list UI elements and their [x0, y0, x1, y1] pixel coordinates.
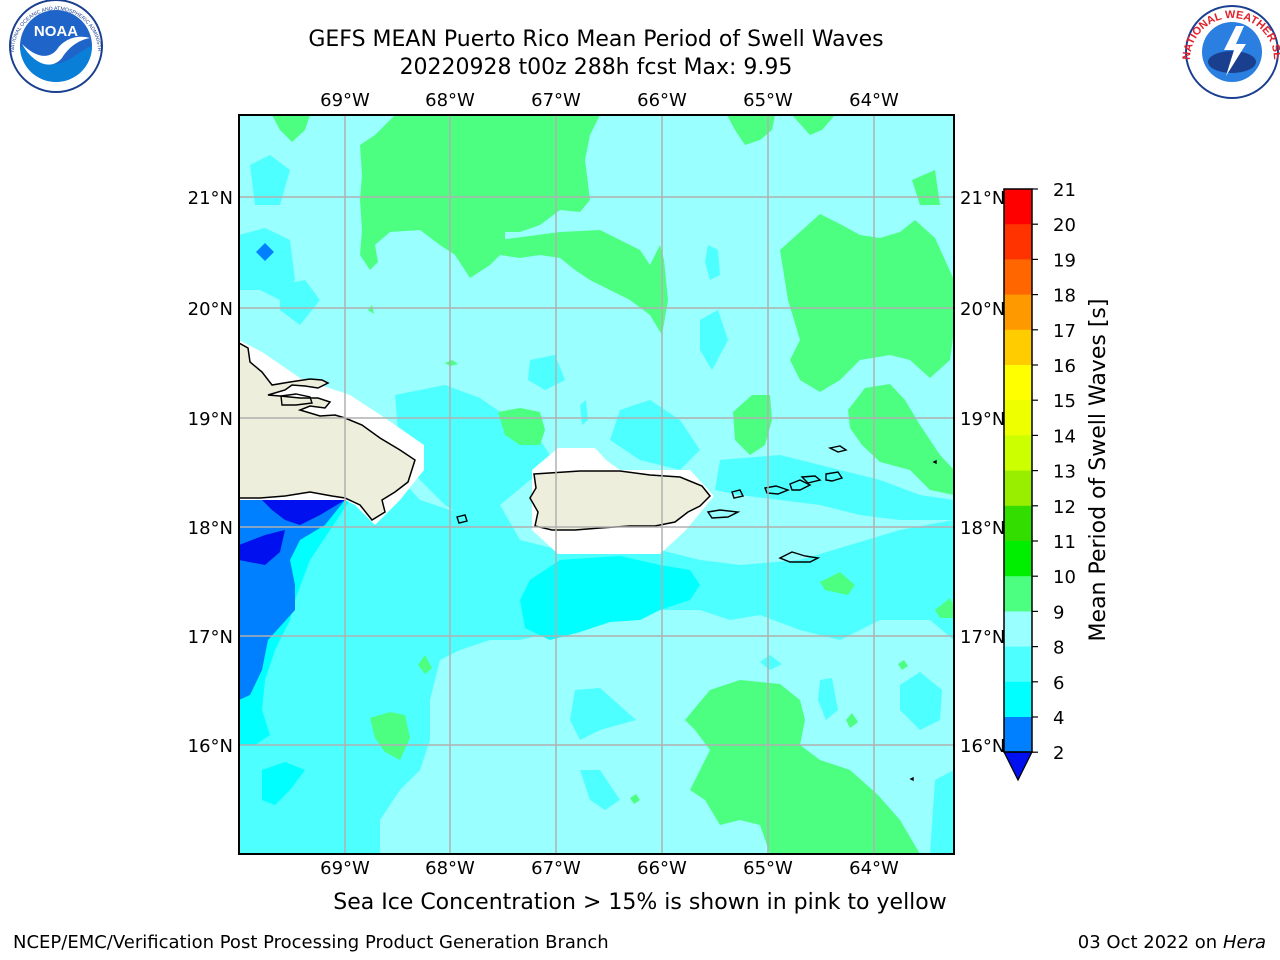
colorbar-segment [1004, 470, 1032, 507]
colorbar-tick-label: 15 [1053, 391, 1076, 412]
colorbar-tick-label: 21 [1053, 180, 1076, 201]
map-title-line-2: 20220928 t00z 288h fcst Max: 9.95 [399, 55, 793, 80]
sea-ice-note: Sea Ice Concentration > 15% is shown in … [333, 890, 947, 915]
nws-logo: NATIONAL WEATHER SERVICE [0, 0, 1280, 99]
lon-label-bottom: 64°W [849, 858, 899, 879]
noaa-logo: NOAA NATIONAL OCEANIC AND ATMOSPHERIC AD… [0, 0, 103, 93]
colorbar-segment [1004, 541, 1032, 577]
lon-label-top: 64°W [849, 90, 899, 111]
colorbar-segment [1004, 681, 1032, 718]
lon-label-bottom: 68°W [425, 858, 475, 879]
swell-period-9-10-regions [272, 115, 954, 854]
colorbar-segment [1004, 576, 1032, 612]
lon-label-top: 65°W [743, 90, 793, 111]
lat-label-right: 17°N [960, 627, 1005, 648]
colorbar-tick-label: 11 [1053, 532, 1076, 553]
map-frame [238, 114, 955, 855]
lat-label-left: 20°N [188, 299, 233, 320]
colorbar-segment [1004, 294, 1032, 331]
colorbar-tick-label: 10 [1053, 567, 1076, 588]
lat-label-right: 19°N [960, 409, 1005, 430]
colorbar-tick-label: 4 [1053, 708, 1064, 729]
colorbar-tick-label: 19 [1053, 250, 1076, 271]
lon-label-top: 68°W [425, 90, 475, 111]
graticule [239, 115, 954, 854]
colorbar-segment [1004, 365, 1032, 401]
lat-label-left: 17°N [188, 627, 233, 648]
noaa-logo-text: NOAA [34, 23, 78, 40]
credit-text: NCEP/EMC/Verification Post Processing Pr… [13, 932, 609, 953]
lon-label-top: 66°W [637, 90, 687, 111]
colorbar-tick-label: 16 [1053, 356, 1076, 377]
lat-label-left: 21°N [188, 188, 233, 209]
colorbar-segment [1004, 400, 1032, 436]
lat-label-right: 18°N [960, 518, 1005, 539]
lat-label-right: 20°N [960, 299, 1005, 320]
lon-label-top: 69°W [320, 90, 370, 111]
lon-label-bottom: 66°W [637, 858, 687, 879]
lon-label-bottom: 69°W [320, 858, 370, 879]
lat-label-left: 19°N [188, 409, 233, 430]
colorbar-segment [1004, 611, 1032, 648]
run-date: 03 Oct 2022 on Hera [1078, 932, 1266, 953]
lat-label-left: 18°N [188, 518, 233, 539]
run-date-text: 03 Oct 2022 on [1077, 932, 1218, 953]
nws-ring-text: NATIONAL WEATHER SERVICE [0, 0, 1280, 60]
lon-label-bottom: 65°W [743, 858, 793, 879]
colorbar-tick-label: 2 [1053, 743, 1064, 764]
colorbar-segment [1004, 259, 1032, 296]
colorbar-tick-label: 12 [1053, 497, 1076, 518]
swell-period-2-4-spot [256, 243, 274, 261]
colorbar-segment [1004, 646, 1032, 683]
colorbar-tick-label: 9 [1053, 602, 1064, 623]
colorbar-tick-label: 13 [1053, 462, 1076, 483]
colorbar-under-triangle [1003, 751, 1033, 782]
small-islands [280, 393, 937, 782]
colorbar-tick-label: 17 [1053, 321, 1076, 342]
colorbar-segment [1004, 189, 1032, 225]
map-title-line-1: GEFS MEAN Puerto Rico Mean Period of Swe… [308, 27, 884, 52]
colorbar-tick-label: 6 [1053, 673, 1064, 694]
lat-label-right: 21°N [960, 188, 1005, 209]
lat-label-right: 16°N [960, 736, 1005, 757]
hispaniola [239, 342, 416, 521]
colorbar-segment [1004, 329, 1032, 366]
lon-label-top: 67°W [531, 90, 581, 111]
lon-label-bottom: 67°W [531, 858, 581, 879]
land [239, 342, 712, 531]
colorbar-tick-label: 18 [1053, 286, 1076, 307]
puerto-rico [529, 470, 712, 531]
colorbar-segment [1004, 435, 1032, 472]
lat-label-left: 16°N [188, 736, 233, 757]
colorbar-segment [1004, 717, 1032, 753]
swell-period-6-8-regions [239, 155, 954, 854]
colorbar-segment [1004, 505, 1032, 542]
colorbar-tick-label: 20 [1053, 215, 1076, 236]
axis-labels: 69°W 68°W 67°W 66°W 65°W 64°W 69°W 68°W … [188, 90, 1006, 879]
map-area [239, 115, 954, 854]
colorbar-segment [1004, 224, 1032, 260]
colorbar-tick-label: 8 [1053, 638, 1064, 659]
swell-period-under-2-regions [239, 500, 345, 565]
machine-name: Hera [1222, 932, 1266, 953]
colorbar-tick-label: 14 [1053, 426, 1076, 447]
colorbar: 21 20 19 18 17 16 15 14 13 12 11 10 9 8 6 4 2 Mean Perio… [1003, 180, 1111, 782]
colorbar-label: Mean Period of Swell Waves [s] [1086, 299, 1111, 642]
